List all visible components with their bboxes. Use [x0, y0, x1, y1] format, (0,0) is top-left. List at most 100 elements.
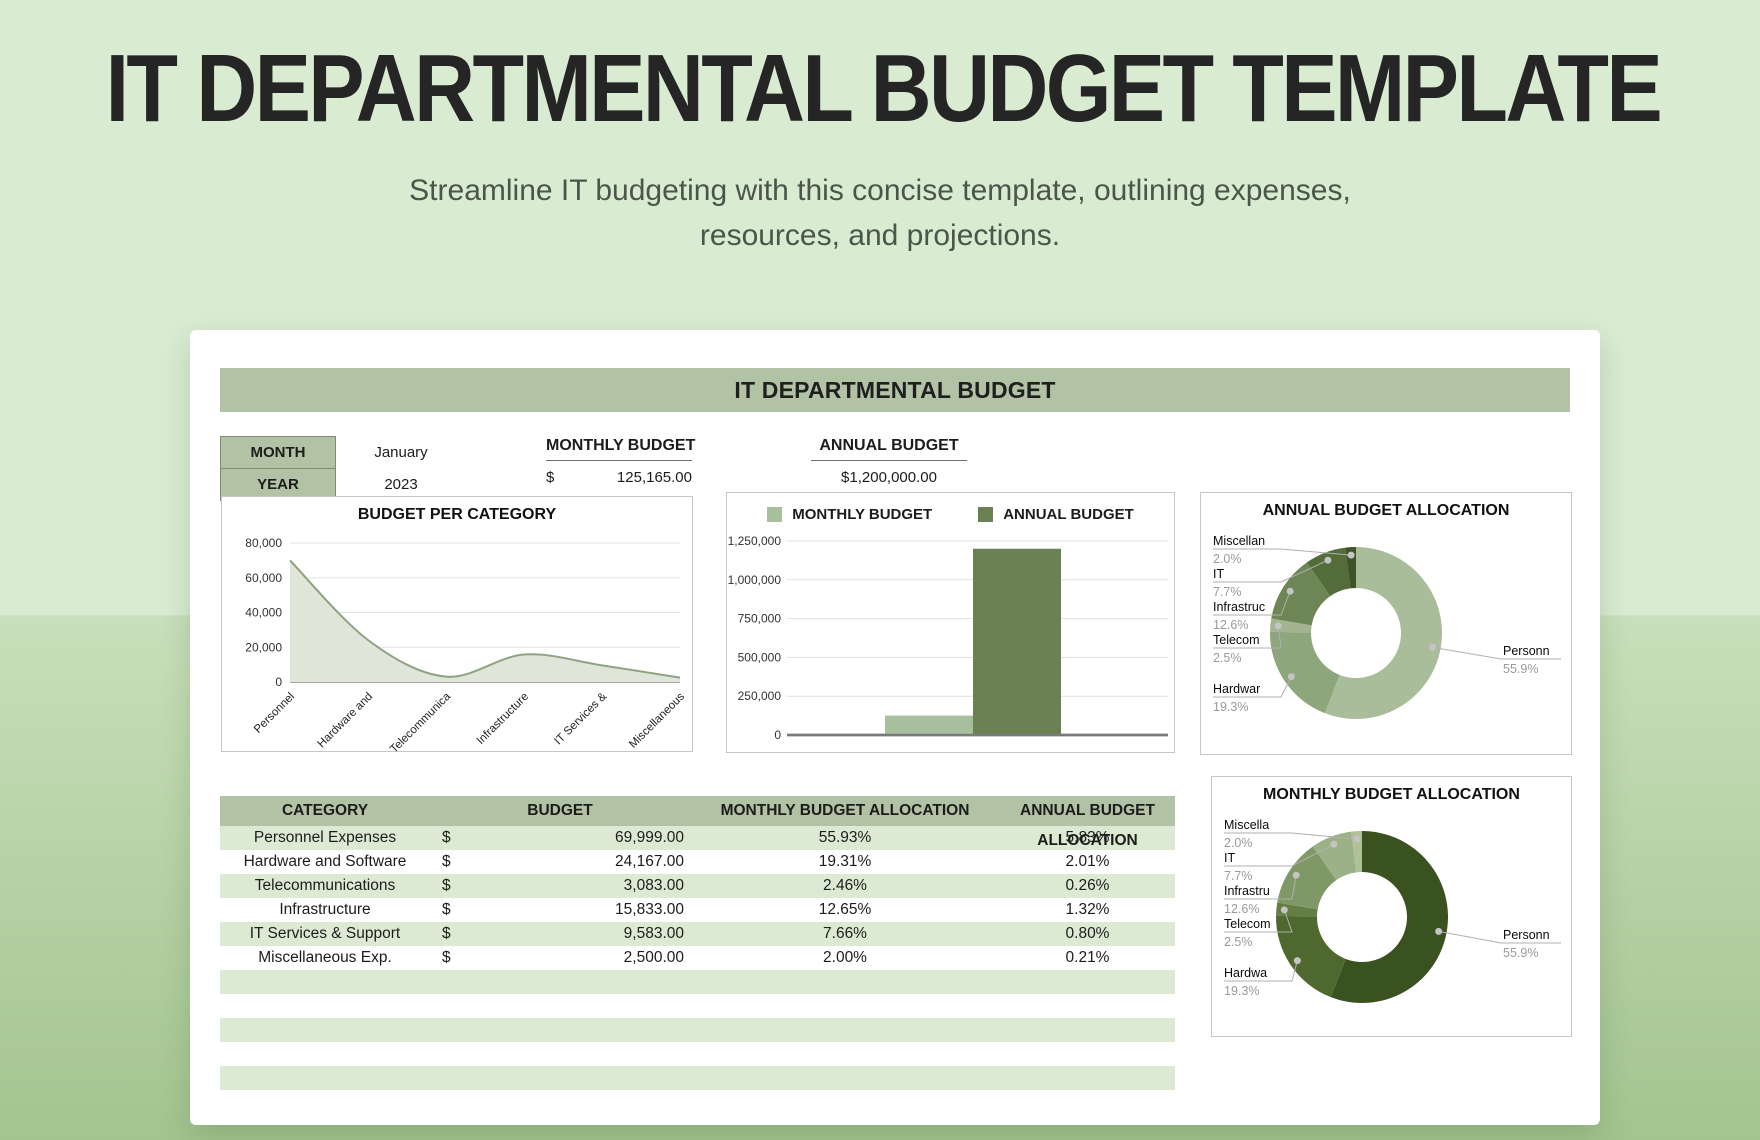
monthly-budget-label: MONTHLY BUDGET: [546, 437, 695, 461]
cell-annual-allocation[interactable]: 0.21%: [1065, 949, 1110, 966]
cell-monthly-allocation[interactable]: 2.46%: [823, 877, 867, 894]
month-value-cell[interactable]: January: [374, 444, 428, 461]
svg-text:Hardware and: Hardware and: [316, 691, 376, 751]
cell-budget[interactable]: 3,083.00: [623, 877, 684, 894]
table-header-budget: BUDGET: [527, 802, 593, 819]
currency-symbol: $: [546, 469, 555, 486]
cell-annual-allocation[interactable]: 2.01%: [1065, 853, 1110, 870]
svg-text:Miscellan: Miscellan: [1213, 534, 1265, 548]
annual-donut-title: ANNUAL BUDGET ALLOCATION: [1262, 502, 1510, 519]
svg-text:IT: IT: [1224, 851, 1235, 865]
table-row: Personnel Expenses $69,999.00 55.93% 5.83%: [220, 826, 1175, 850]
cell-monthly-allocation[interactable]: 55.93%: [818, 829, 872, 846]
svg-text:19.3%: 19.3%: [1213, 700, 1248, 714]
month-label-cell: MONTH: [220, 436, 336, 469]
cell-budget[interactable]: 9,583.00: [623, 925, 684, 942]
svg-text:7.7%: 7.7%: [1213, 585, 1242, 599]
svg-text:1,000,000: 1,000,000: [728, 573, 782, 587]
area-chart-title: BUDGET PER CATEGORY: [357, 506, 557, 523]
svg-text:250,000: 250,000: [738, 689, 782, 703]
svg-text:Miscellaneous: Miscellaneous: [627, 690, 687, 750]
cell-category[interactable]: Miscellaneous Exp.: [258, 949, 392, 966]
cell-annual-allocation[interactable]: 0.26%: [1065, 877, 1110, 894]
legend-swatch-monthly: [767, 507, 783, 522]
cell-category[interactable]: Hardware and Software: [243, 853, 407, 870]
annual-budget-amount: $1,200,000.00: [841, 469, 937, 486]
cell-annual-allocation[interactable]: 0.80%: [1065, 925, 1110, 942]
bar-chart-canvas: 0 250,000 500,000 750,000 1,000,000 1,250,000: [728, 534, 1168, 742]
legend-item-annual: ANNUAL BUDGET: [978, 506, 1134, 523]
svg-text:2.5%: 2.5%: [1224, 935, 1253, 949]
cell-budget[interactable]: 24,167.00: [615, 853, 684, 870]
annual-budget-label: ANNUAL BUDGET: [811, 437, 967, 461]
svg-text:Telecom: Telecom: [1213, 633, 1260, 647]
annual-budget-value-cell[interactable]: $1,200,000.00: [811, 461, 967, 486]
cell-category[interactable]: Infrastructure: [279, 901, 371, 918]
cell-currency: $: [442, 829, 451, 846]
table-row: Telecommunications $3,083.00 2.46% 0.26%: [220, 874, 1175, 898]
legend-item-monthly: MONTHLY BUDGET: [767, 506, 932, 523]
svg-text:Infrastructure: Infrastructure: [475, 691, 531, 747]
year-value-cell[interactable]: 2023: [384, 476, 418, 493]
cell-category[interactable]: Personnel Expenses: [253, 829, 397, 846]
svg-text:55.9%: 55.9%: [1503, 662, 1538, 676]
cell-annual-allocation[interactable]: 5.83%: [1065, 829, 1110, 846]
cell-monthly-allocation[interactable]: 7.66%: [823, 925, 867, 942]
cell-budget[interactable]: 69,999.00: [615, 829, 684, 846]
cell-category[interactable]: Telecommunications: [254, 877, 396, 894]
sheet-title-bar: IT DEPARTMENTAL BUDGET: [220, 368, 1570, 412]
table-row: Miscellaneous Exp. $2,500.00 2.00% 0.21%: [220, 946, 1175, 970]
svg-text:Telecommunica: Telecommunica: [388, 690, 453, 753]
cell-monthly-allocation[interactable]: 2.00%: [823, 949, 867, 966]
cell-monthly-allocation[interactable]: 19.31%: [818, 853, 872, 870]
table-row: Infrastructure $15,833.00 12.65% 1.32%: [220, 898, 1175, 922]
table-header-monthly-allocation: MONTHLY BUDGET ALLOCATION: [720, 802, 970, 819]
table-empty-row[interactable]: [220, 1066, 1175, 1090]
svg-text:55.9%: 55.9%: [1503, 946, 1538, 960]
table-empty-row[interactable]: [220, 994, 1175, 1018]
table-header-category: CATEGORY: [281, 802, 369, 819]
cell-annual-allocation[interactable]: 1.32%: [1065, 901, 1110, 918]
svg-text:IT Services &: IT Services &: [552, 690, 609, 747]
table-empty-row[interactable]: [220, 970, 1175, 994]
svg-text:Personn: Personn: [1503, 644, 1550, 658]
svg-text:60,000: 60,000: [245, 571, 282, 585]
table-header-row: CATEGORY BUDGET MONTHLY BUDGET ALLOCATION A…: [220, 796, 1175, 849]
svg-text:Miscella: Miscella: [1224, 818, 1269, 832]
table-empty-row[interactable]: [220, 1018, 1175, 1042]
cell-currency: $: [442, 949, 451, 966]
spreadsheet-card: IT DEPARTMENTAL BUDGET MONTH YEAR Januar…: [190, 330, 1600, 1125]
legend-label-monthly: MONTHLY BUDGET: [792, 506, 933, 523]
table-empty-row[interactable]: [220, 1042, 1175, 1066]
cell-monthly-allocation[interactable]: 12.65%: [818, 901, 872, 918]
svg-text:2.0%: 2.0%: [1224, 836, 1253, 850]
svg-text:IT: IT: [1213, 567, 1224, 581]
monthly-budget-value-cell[interactable]: $ 125,165.00: [546, 461, 692, 486]
page-subtitle: Streamline IT budgeting with this concis…: [0, 168, 1760, 258]
cell-currency: $: [442, 901, 451, 918]
monthly-donut-title: MONTHLY BUDGET ALLOCATION: [1263, 786, 1520, 803]
svg-text:12.6%: 12.6%: [1213, 618, 1248, 632]
budget-per-category-chart: 0 20,000 40,000 60,000 80,000 Personnel Hardwa…: [221, 496, 693, 753]
svg-text:Hardwa: Hardwa: [1224, 966, 1267, 980]
annual-budget-block: ANNUAL BUDGET $1,200,000.00: [811, 437, 967, 486]
svg-text:40,000: 40,000: [245, 606, 282, 620]
svg-text:2.0%: 2.0%: [1213, 552, 1242, 566]
cell-currency: $: [442, 925, 451, 942]
annual-budget-allocation-chart: Personn 55.9% Hardwar 19.3% Telecom 2.5% Infra…: [1200, 492, 1572, 755]
legend-swatch-annual: [978, 507, 994, 522]
svg-text:Hardwar: Hardwar: [1213, 682, 1260, 696]
cell-budget[interactable]: 2,500.00: [623, 949, 684, 966]
cell-currency: $: [442, 853, 451, 870]
cell-budget[interactable]: 15,833.00: [615, 901, 684, 918]
svg-text:500,000: 500,000: [738, 650, 782, 664]
legend-label-annual: ANNUAL BUDGET: [1003, 506, 1134, 523]
svg-text:Personnel: Personnel: [252, 691, 297, 736]
svg-text:19.3%: 19.3%: [1224, 984, 1259, 998]
budget-comparison-chart: 0 250,000 500,000 750,000 1,000,000 1,250,000…: [726, 492, 1175, 753]
bar-chart-legend: MONTHLY BUDGET ANNUAL BUDGET: [727, 506, 1174, 523]
page-title: IT DEPARTMENTAL BUDGET TEMPLATE: [105, 35, 1663, 142]
cell-currency: $: [442, 877, 451, 894]
cell-category[interactable]: IT Services & Support: [249, 925, 401, 942]
area-chart-canvas: 0 20,000 40,000 60,000 80,000 Personnel Hardwa…: [245, 536, 687, 753]
